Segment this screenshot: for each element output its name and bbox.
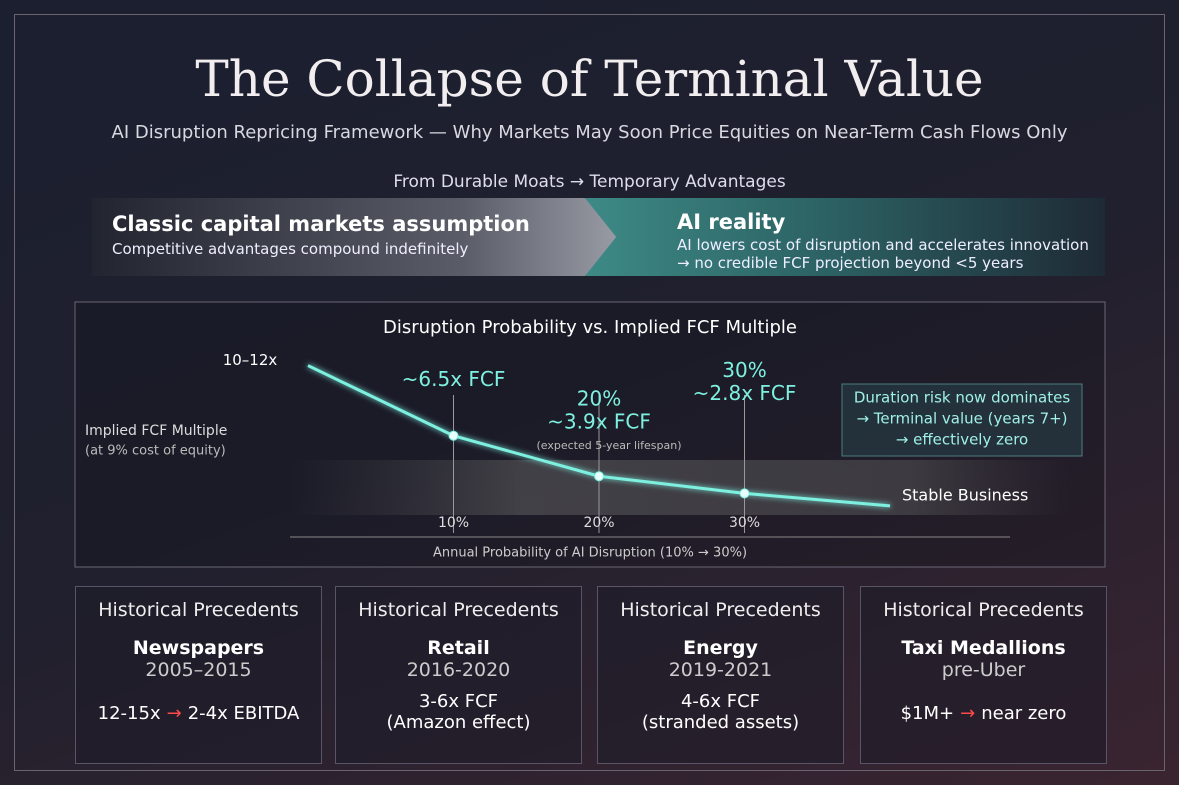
- banner-heading: From Durable Moats → Temporary Advantage…: [393, 172, 786, 192]
- card-name: Retail: [427, 637, 490, 659]
- callout-line: → Terminal value (years 7+): [856, 410, 1067, 428]
- banner-right-line: → no credible FCF projection beyond <5 y…: [677, 254, 1024, 272]
- card-result: 12-15x → 2-4x EBITDA: [76, 703, 321, 724]
- result-line: 3-6x FCF: [418, 691, 499, 712]
- card-title: Historical Precedents: [620, 599, 821, 621]
- card-name: Energy: [683, 637, 758, 659]
- point-title: 20%: [577, 387, 621, 411]
- result-line: (Amazon effect): [386, 712, 531, 733]
- callout-line: Duration risk now dominates: [854, 389, 1071, 407]
- result-part: $1M+: [900, 703, 955, 724]
- end-label: Stable Business: [902, 485, 1028, 504]
- value-label: ~2.8x FCF: [693, 381, 797, 405]
- value-label: ~6.5x FCF: [402, 367, 506, 391]
- card-title: Historical Precedents: [883, 599, 1084, 621]
- chart-title: Disruption Probability vs. Implied FCF M…: [383, 317, 797, 338]
- band: [290, 460, 1070, 515]
- banner-right-title: AI reality: [677, 210, 786, 234]
- point: [739, 488, 750, 499]
- result-part: near zero: [981, 703, 1067, 724]
- banner-left-title: Classic capital markets assumption: [112, 212, 530, 236]
- result-line: 4-6x FCF: [680, 691, 761, 712]
- card-result: 3-6x FCF (Amazon effect): [336, 691, 581, 733]
- x-tick-label: 10%: [438, 515, 469, 531]
- card-period: pre-Uber: [941, 659, 1026, 681]
- y-label: Implied FCF Multiple: [85, 423, 227, 439]
- point: [448, 430, 459, 441]
- banner-left: Classic capital markets assumption Compe…: [92, 198, 622, 276]
- x-tick-label: 20%: [583, 515, 614, 531]
- result-line: (stranded assets): [641, 712, 800, 733]
- result-part: 2-4x EBITDA: [187, 703, 300, 724]
- card-result: 4-6x FCF (stranded assets): [598, 691, 843, 733]
- banner-right: AI reality AI lowers cost of disruption …: [585, 198, 1105, 276]
- callout-line: → effectively zero: [896, 431, 1028, 449]
- banner-right-line: AI lowers cost of disruption and acceler…: [677, 236, 1089, 254]
- precedent-card: Historical Precedents Energy 2019-2021 4-6x…: [597, 586, 844, 764]
- value-label: ~3.9x FCF: [547, 410, 651, 434]
- precedent-card: Historical Precedents Retail 2016-2020 3-6x…: [335, 586, 582, 764]
- card-name: Newspapers: [132, 637, 265, 659]
- card-period: 2019-2021: [668, 659, 773, 681]
- frame: [14, 14, 1165, 771]
- arrow: →: [166, 703, 182, 724]
- point-title: 30%: [722, 358, 766, 382]
- card-period: 2016-2020: [406, 659, 511, 681]
- title: The Collapse of Terminal Value: [195, 50, 984, 108]
- card-title: Historical Precedents: [358, 599, 559, 621]
- y-sublabel: (at 9% cost of equity): [85, 444, 226, 459]
- x-label: Annual Probability of AI Disruption (10%…: [433, 546, 747, 561]
- card-name: Taxi Medallions: [901, 637, 1066, 659]
- point: [594, 471, 604, 482]
- precedent-card: Historical Precedents Taxi Medallions pre-…: [860, 586, 1107, 764]
- banner-left-text: Competitive advantages compound indefini…: [112, 240, 469, 258]
- subtitle: AI Disruption Repricing Framework — Why …: [111, 122, 1068, 143]
- precedent-card: Historical Precedents Newspapers 2005–2015…: [75, 586, 322, 764]
- arrow: →: [960, 703, 976, 724]
- x-tick-label: 30%: [729, 515, 760, 531]
- point-note: (expected 5-year lifespan): [536, 439, 681, 452]
- value-label: 10–12x: [223, 351, 278, 369]
- card-result: $1M+ → near zero: [861, 703, 1106, 724]
- result-part: 12-15x: [97, 703, 161, 724]
- card-period: 2005–2015: [145, 659, 252, 681]
- callout-box: [841, 383, 1083, 457]
- card-title: Historical Precedents: [98, 599, 299, 621]
